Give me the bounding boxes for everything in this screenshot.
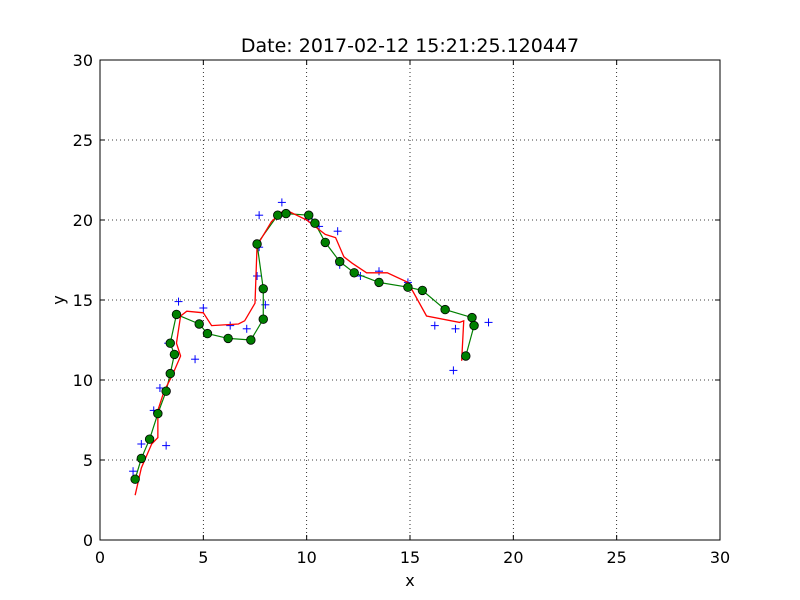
plus-marker-point — [242, 324, 251, 333]
green-circle-point — [273, 210, 283, 220]
y-tick-label: 0 — [83, 531, 93, 550]
green-circle-point — [136, 453, 147, 464]
green-circle-point — [153, 408, 163, 419]
green-circle-point — [310, 218, 320, 228]
green-circle-point — [246, 335, 256, 345]
green-circle-point — [417, 285, 428, 296]
green-circle-point — [144, 434, 155, 444]
plus-marker-point — [191, 355, 200, 364]
green-circle-point — [161, 386, 171, 396]
green-circle-point — [130, 474, 140, 484]
green-circle-point — [165, 368, 175, 379]
green-circle-point — [335, 256, 345, 267]
plus-marker-point — [484, 318, 493, 327]
y-tick-label: 20 — [73, 211, 93, 230]
y-tick-label: 15 — [73, 291, 93, 310]
axis-ticks: 0 5 10 15 20 25 30 0 5 10 15 20 25 30 — [73, 51, 731, 567]
green-circle-point — [281, 208, 291, 219]
plus-marker-point — [449, 366, 458, 375]
plus-marker-point — [430, 321, 439, 330]
plus-marker-point — [137, 440, 146, 448]
green-circle-point — [258, 284, 268, 294]
series-layer — [129, 198, 493, 496]
green-circle-point — [252, 239, 262, 249]
green-circle-point — [202, 328, 213, 339]
green-circle-point — [223, 333, 233, 344]
plus-marker-point — [451, 324, 460, 333]
green-circle-point — [171, 309, 182, 320]
plus-marker-point — [277, 198, 286, 207]
green-circle-point — [165, 338, 175, 348]
chart-title: Date: 2017-02-12 15:21:25.120447 — [241, 35, 579, 57]
plus-marker-series — [129, 198, 493, 476]
grid-lines — [100, 60, 720, 540]
red-series-line — [134, 211, 465, 496]
green-series-line — [134, 212, 475, 480]
x-tick-label: 5 — [198, 548, 208, 567]
green-circle-point — [320, 237, 330, 248]
y-tick-label: 25 — [73, 131, 93, 150]
y-tick-label: 30 — [73, 51, 93, 70]
plus-marker-point — [333, 227, 342, 236]
x-tick-label: 15 — [400, 548, 420, 567]
green-circle-point — [440, 304, 450, 315]
plus-marker-point — [162, 441, 171, 450]
x-tick-label: 30 — [710, 548, 730, 567]
x-tick-label: 25 — [606, 548, 626, 567]
x-tick-label: 20 — [503, 548, 523, 567]
green-circle-point — [403, 282, 413, 292]
plus-marker-point — [261, 300, 270, 309]
plus-marker-point — [255, 211, 264, 220]
green-circle-point — [169, 349, 180, 360]
green-circle-point — [469, 320, 479, 331]
green-circle-point — [304, 210, 314, 220]
plus-marker-point — [174, 297, 183, 306]
plus-marker-point — [375, 267, 383, 276]
plus-marker-point — [226, 321, 235, 330]
green-marker-series — [130, 208, 479, 484]
green-circle-point — [467, 312, 477, 323]
y-tick-label: 10 — [73, 371, 93, 390]
plus-marker-point — [155, 384, 164, 392]
plus-marker-point — [253, 272, 262, 280]
x-tick-label: 10 — [296, 548, 316, 567]
plus-marker-point — [199, 304, 208, 312]
y-tick-label: 5 — [83, 451, 93, 470]
plus-marker-point — [129, 467, 138, 476]
green-circle-point — [258, 314, 268, 324]
green-circle-point — [349, 268, 359, 278]
green-circle-point — [194, 319, 204, 329]
green-circle-point — [461, 351, 471, 361]
x-axis-label: x — [405, 571, 414, 590]
green-circle-point — [374, 277, 384, 288]
y-axis-label: y — [49, 295, 68, 304]
x-tick-label: 0 — [95, 548, 105, 567]
